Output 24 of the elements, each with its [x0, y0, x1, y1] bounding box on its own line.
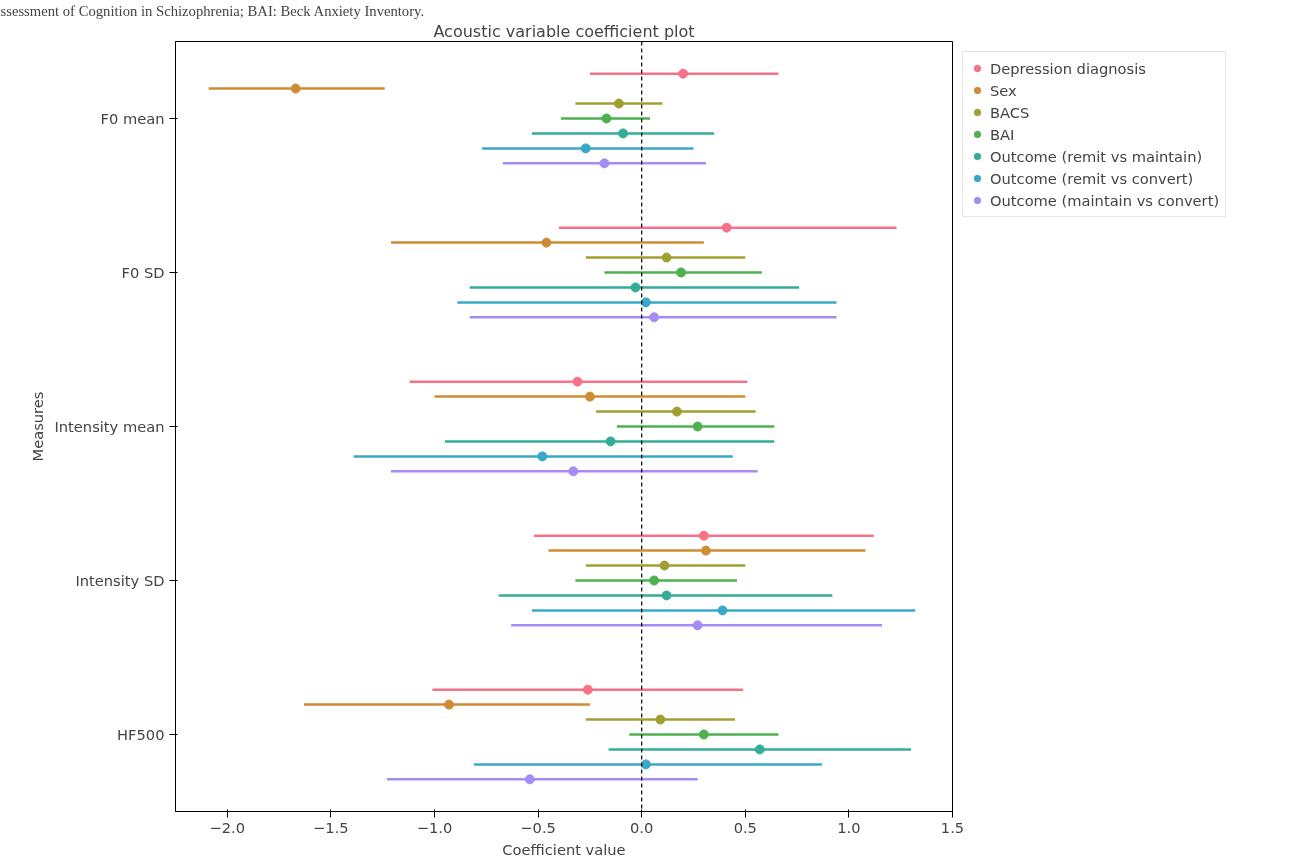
text: ssessment of Cognition in Schizophrenia; BAI: Beck Anxiety Inventory.	[0, 2, 425, 19]
x-tick-label: 0.5	[733, 818, 757, 836]
x-tick-label: −0.5	[520, 818, 556, 836]
y-tick-label: Intensity SD	[75, 572, 165, 589]
chart-title: Acoustic variable coefficient plot	[433, 21, 695, 41]
y-axis-title: Measures	[29, 391, 47, 462]
x-tick-label: 0.0	[630, 818, 654, 836]
y-tick-label: Intensity mean	[54, 418, 165, 435]
x-axis-title: Coefficient value	[502, 840, 626, 858]
y-tick-label: F0 mean	[100, 110, 165, 127]
legend-label: BACS	[990, 103, 1030, 121]
x-tick-label: −2.0	[209, 818, 246, 836]
legend-label: BAI	[990, 125, 1015, 143]
x-tick-label: 1.0	[837, 818, 861, 836]
legend-label: Sex	[990, 81, 1017, 99]
y-tick-label: HF500	[117, 726, 165, 743]
legend-label: Outcome (remit vs convert)	[990, 169, 1194, 187]
x-tick-label: 1.5	[940, 818, 965, 836]
x-tick-label: −1.5	[313, 818, 349, 836]
x-tick-label: −1.0	[416, 818, 453, 836]
y-tick-label: F0 SD	[121, 264, 165, 281]
legend-label: Outcome (remit vs maintain)	[990, 147, 1203, 165]
legend-label: Outcome (maintain vs convert)	[990, 191, 1220, 209]
legend-label: Depression diagnosis	[990, 59, 1146, 77]
